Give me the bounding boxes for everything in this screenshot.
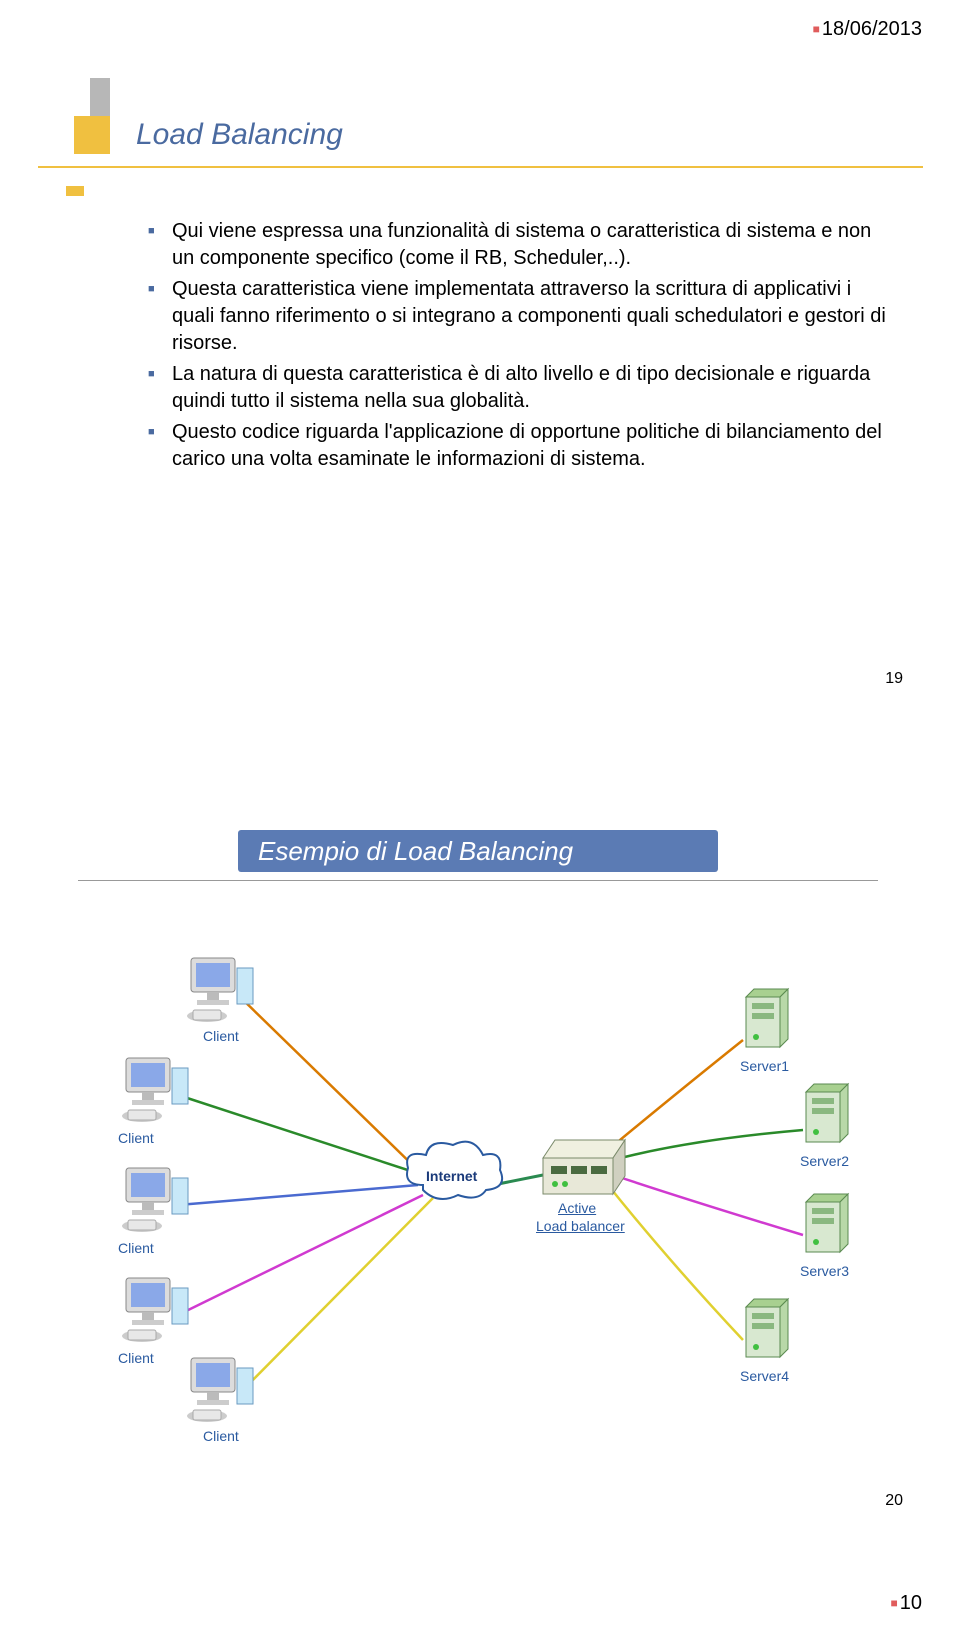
server-icon [738,1295,798,1370]
bullet-item: Questo codice riguarda l'applicazione di… [148,419,893,473]
slide-number: 20 [885,1492,903,1510]
balancer-label-1: Active [558,1200,596,1216]
header-date: 18/06/2013 [813,18,922,41]
server-label: Server4 [740,1368,789,1384]
server-icon [738,985,798,1060]
footer-page-number: 10 [891,1592,923,1615]
slide-1: Load Balancing Qui viene espressa una fu… [38,78,923,698]
client-icon [183,950,273,1030]
deco-rule [38,166,923,168]
client-icon [118,1270,208,1350]
bullet-item: Questa caratteristica viene implementata… [148,276,893,357]
deco-bar [74,116,110,154]
client-icon [118,1160,208,1240]
client-icon [118,1050,208,1130]
server-icon [798,1080,858,1155]
balancer-label-2: Load balancer [536,1218,625,1234]
internet-label: Internet [426,1168,477,1184]
client-label: Client [118,1130,154,1146]
bullet-list: Qui viene espressa una funzionalità di s… [148,218,893,477]
slide-2: Esempio di Load Balancing [38,820,923,1520]
server-icon [798,1190,858,1265]
bullet-item: La natura di questa caratteristica è di … [148,361,893,415]
client-label: Client [118,1240,154,1256]
slide-title: Esempio di Load Balancing [258,836,573,867]
load-balancing-diagram: Client Client Client Client Client Inter… [88,950,878,1420]
server-label: Server1 [740,1058,789,1074]
server-label: Server2 [800,1153,849,1169]
server-label: Server3 [800,1263,849,1279]
client-label: Client [203,1428,239,1444]
slide-title-wrap: Esempio di Load Balancing [238,830,718,872]
deco-bar [66,186,84,196]
client-label: Client [118,1350,154,1366]
deco-rule [78,880,878,881]
slide-title: Load Balancing [136,118,343,152]
bullet-item: Qui viene espressa una funzionalità di s… [148,218,893,272]
slide-number: 19 [885,670,903,688]
slide-title-bar: Esempio di Load Balancing [238,830,718,872]
client-label: Client [203,1028,239,1044]
client-icon [183,1350,273,1430]
